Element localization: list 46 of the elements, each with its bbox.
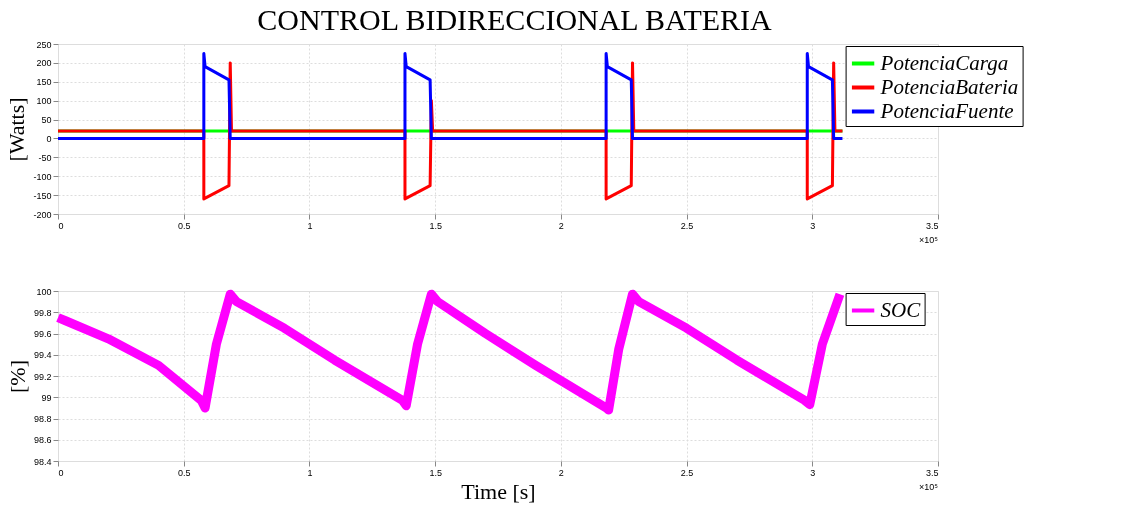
y-tick-label: 99.2 [33, 371, 52, 382]
y-tick-label: 50 [41, 115, 52, 126]
text: ×10⁵ [919, 482, 939, 492]
x-tick-label: 3.5 [925, 467, 939, 478]
y-tick-label: 100 [36, 286, 52, 297]
y-tick-label: -150 [33, 190, 52, 201]
legend-label: PotenciaCarga [879, 50, 1009, 75]
x-tick-label: 3 [810, 467, 816, 478]
y-tick-label: 98.6 [33, 435, 52, 446]
x-tick-label: 2.5 [680, 467, 694, 478]
legend-label: PotenciaBateria [879, 74, 1019, 99]
y-axis-title: [%] [4, 360, 30, 393]
x-tick-label: 3.5 [925, 220, 939, 231]
y-tick-label: 200 [36, 58, 52, 69]
x-tick-label: 1.5 [429, 467, 442, 478]
x-tick-label: 3 [810, 220, 816, 231]
y-tick-label: 98.4 [33, 456, 52, 467]
y-tick-label: 99.6 [33, 329, 52, 339]
x-tick-label: 1.5 [429, 220, 442, 231]
x-tick-label: 2.5 [680, 220, 694, 231]
y-tick-label: 150 [36, 77, 52, 88]
y-tick-label: 0 [46, 133, 52, 144]
x-tick-label: 2 [558, 220, 564, 231]
text: ×10⁵ [919, 235, 939, 245]
y-tick-label: 98.8 [33, 414, 52, 424]
x-tick-label: 0.5 [177, 220, 191, 231]
x-tick-label: 1 [307, 220, 313, 231]
y-tick-label: -100 [33, 171, 52, 182]
chart-title: CONTROL BIDIRECCIONAL BATERIA [257, 2, 773, 36]
x-axis-title: Time [s] [461, 478, 536, 504]
x-tick-label: 0 [58, 220, 64, 231]
x-tick-label: 1 [307, 467, 313, 478]
y-tick-label: -200 [33, 209, 52, 220]
y-tick-label: 99.4 [33, 350, 52, 361]
line-series [56, 51, 844, 140]
legend-label: PotenciaFuente [879, 98, 1014, 123]
y-tick-label: 100 [36, 96, 52, 107]
legend-label: SOC [880, 297, 922, 322]
y-tick-label: 99.8 [33, 307, 52, 318]
y-tick-label: 250 [36, 39, 52, 50]
y-axis-title: [Watts] [4, 97, 30, 162]
x-tick-label: 0 [58, 467, 64, 478]
y-tick-label: 99 [41, 392, 52, 403]
x-tick-label: 0.5 [177, 467, 191, 478]
x-tick-label: 2 [558, 467, 564, 478]
y-tick-label: -50 [38, 152, 52, 163]
